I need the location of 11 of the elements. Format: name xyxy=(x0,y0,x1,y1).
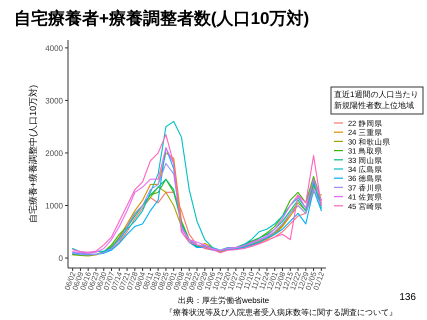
text: 136 xyxy=(399,292,416,303)
chart-title: 自宅療養者+療養調整者数(人口10万対) xyxy=(14,9,310,28)
y-axis-title: 自宅療養+療養調整中(人口10万対) xyxy=(28,84,38,224)
source-note: 出典：厚生労働省website xyxy=(178,296,270,305)
y-tick-label: 0 xyxy=(58,254,64,264)
legend-title: 直近1週間の人口当たり新規陽性者数上位地域 xyxy=(334,90,418,110)
y-tick-label: 2000 xyxy=(45,148,64,158)
y-tick-label: 4000 xyxy=(45,44,64,53)
y-tick-label: 1000 xyxy=(45,201,64,210)
y-tick-label: 3000 xyxy=(45,96,64,106)
text: 『療養状況等及び入院患者受入病床数等に関する調査について』 xyxy=(165,308,397,317)
